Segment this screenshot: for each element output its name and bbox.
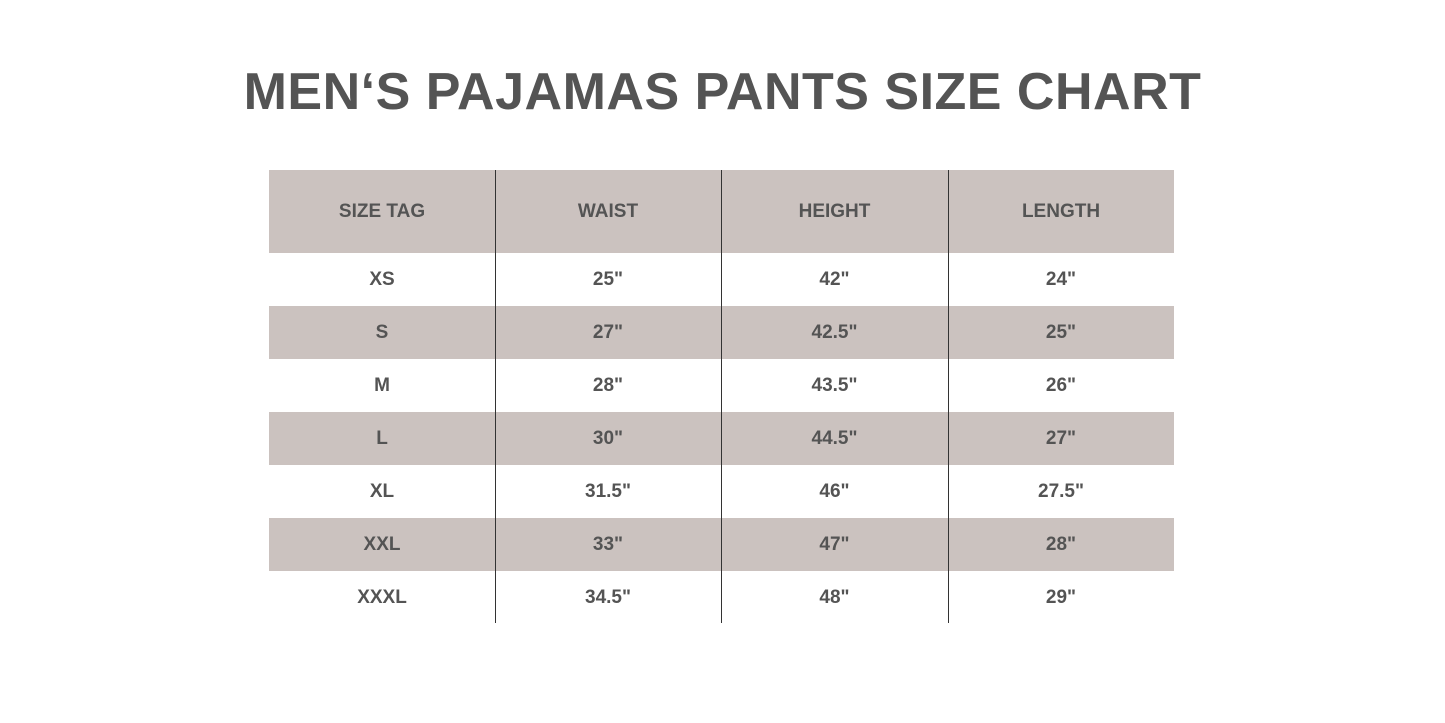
waist-cell: 30" [592, 427, 624, 449]
table-row: M 28" 43.5" 26" [269, 359, 1174, 412]
size-tag-cell: XXL [363, 533, 401, 555]
column-divider [721, 170, 722, 623]
waist-cell: 34.5" [585, 586, 631, 608]
length-cell: 27.5" [1038, 480, 1084, 502]
table-row: XXXL 34.5" 48" 29" [269, 571, 1174, 624]
column-divider [948, 170, 949, 623]
table-row: XS 25" 42" 24" [269, 253, 1174, 306]
waist-cell: 31.5" [585, 480, 631, 502]
length-cell: 26" [1045, 374, 1077, 396]
height-cell: 48" [819, 586, 850, 608]
length-cell: 25" [1045, 321, 1077, 343]
waist-cell: 25" [592, 268, 624, 290]
size-tag-cell: L [376, 427, 388, 449]
length-cell: 24" [1045, 268, 1077, 290]
header-waist: WAIST [577, 200, 639, 222]
page-title: MEN‘S PAJAMAS PANTS SIZE CHART [243, 63, 1202, 121]
size-tag-cell: M [374, 374, 390, 396]
size-tag-cell: XS [369, 268, 395, 290]
waist-cell: 27" [592, 321, 624, 343]
header-height: HEIGHT [798, 200, 871, 222]
length-cell: 27" [1045, 427, 1077, 449]
length-cell: 29" [1045, 586, 1077, 608]
waist-cell: 28" [592, 374, 624, 396]
header-size-tag: SIZE TAG [338, 200, 426, 222]
height-cell: 47" [819, 533, 850, 555]
column-divider [495, 170, 496, 623]
waist-cell: 33" [592, 533, 624, 555]
height-cell: 43.5" [811, 374, 858, 396]
size-tag-cell: S [375, 321, 389, 343]
height-cell: 46" [819, 480, 850, 502]
height-cell: 44.5" [811, 427, 858, 449]
table-row: XL 31.5" 46" 27.5" [269, 465, 1174, 518]
length-cell: 28" [1045, 533, 1077, 555]
height-cell: 42" [819, 268, 850, 290]
header-length: LENGTH [1021, 200, 1101, 222]
size-tag-cell: XXXL [357, 586, 407, 608]
size-tag-cell: XL [369, 480, 395, 502]
height-cell: 42.5" [811, 321, 858, 343]
